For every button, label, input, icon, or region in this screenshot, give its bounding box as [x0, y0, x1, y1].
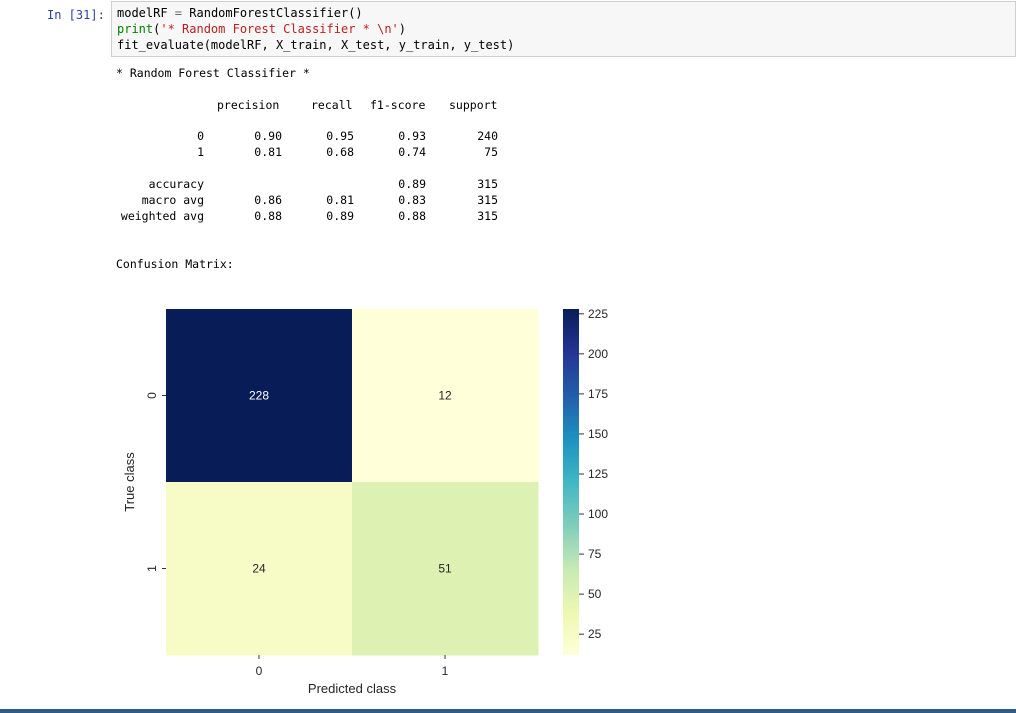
x-tick-label: 1 [442, 664, 449, 678]
report-cell-support: 315 [477, 177, 498, 191]
heatmap-cell [352, 309, 539, 483]
heatmap-cell-value: 24 [252, 562, 266, 576]
report-cell-precision: 0.88 [254, 209, 282, 223]
colorbar [563, 309, 579, 655]
report-cell-f1: 0.93 [398, 129, 426, 143]
report-header-recall: recall [311, 98, 353, 112]
heatmap-cell-value: 228 [249, 389, 269, 403]
output-title: * Random Forest Classifier * [116, 66, 310, 80]
y-tick-label: 1 [145, 565, 159, 572]
report-cell-f1: 0.88 [398, 209, 426, 223]
colorbar-tick-label: 25 [588, 627, 602, 641]
code-token-builtin: print [117, 22, 154, 36]
colorbar-tick-label: 225 [588, 307, 608, 321]
colorbar-tick-label: 125 [588, 467, 608, 481]
report-row-label: accuracy [148, 177, 204, 191]
colorbar-tick-label: 75 [588, 547, 602, 561]
x-axis-label: Predicted class [308, 681, 397, 696]
report-cell-f1: 0.74 [398, 145, 426, 159]
report-cell-precision: 0.86 [254, 193, 282, 207]
report-cell-recall: 0.68 [326, 145, 354, 159]
code-token-paren: ( [153, 22, 161, 36]
confusion-matrix-label: Confusion Matrix: [116, 257, 234, 271]
colorbar-tick-label: 200 [588, 347, 608, 361]
code-token-call: RandomForestClassifier() [189, 6, 363, 20]
colorbar-tick-label: 100 [588, 507, 608, 521]
code-token-string: '* Random Forest Classifier * \n' [160, 22, 399, 36]
report-cell-support: 240 [477, 129, 498, 143]
report-header-support: support [449, 98, 498, 112]
colorbar-tick-label: 150 [588, 427, 608, 441]
code-token-paren: ) [398, 22, 407, 36]
report-row-label: 0 [197, 129, 204, 143]
heatmap-cell [166, 309, 353, 483]
colorbar-tick-label: 175 [588, 387, 608, 401]
report-row-label: 1 [197, 145, 204, 159]
heatmap-cell [352, 482, 539, 656]
code-token-operator: = [167, 6, 190, 20]
report-row-label: weighted avg [120, 209, 204, 223]
x-tick-label: 0 [256, 664, 263, 678]
report-cell-recall: 0.89 [326, 209, 354, 223]
window-bottom-bar [0, 709, 1016, 713]
code-line-3: fit_evaluate(modelRF, X_train, X_test, y… [117, 38, 515, 52]
code-line-1: modelRF = RandomForestClassifier() [117, 5, 363, 21]
heatmap-cell-value: 51 [438, 562, 452, 576]
report-cell-support: 75 [484, 145, 498, 159]
report-row-label: macro avg [141, 193, 204, 207]
code-token-variable: modelRF [117, 6, 168, 20]
code-input-area[interactable]: modelRF = RandomForestClassifier() print… [111, 1, 1016, 57]
report-cell-recall: 0.95 [326, 129, 354, 143]
report-header-precision: precision [217, 98, 280, 112]
input-prompt: In [31]: [47, 8, 105, 22]
report-cell-support: 315 [477, 209, 498, 223]
report-cell-precision: 0.90 [254, 129, 282, 143]
report-cell-recall: 0.81 [326, 193, 354, 207]
code-line-2: print('* Random Forest Classifier * \n') [117, 21, 406, 37]
y-axis-label: True class [122, 452, 137, 512]
report-cell-support: 315 [477, 193, 498, 207]
colorbar-tick-label: 50 [588, 587, 602, 601]
heatmap-cell-value: 12 [438, 389, 452, 403]
report-cell-precision: 0.81 [254, 145, 282, 159]
report-cell-f1: 0.83 [398, 193, 426, 207]
report-header-f1: f1-score [370, 98, 426, 112]
y-tick-label: 0 [145, 392, 159, 399]
report-cell-f1: 0.89 [398, 177, 426, 191]
heatmap-cell [166, 482, 353, 656]
